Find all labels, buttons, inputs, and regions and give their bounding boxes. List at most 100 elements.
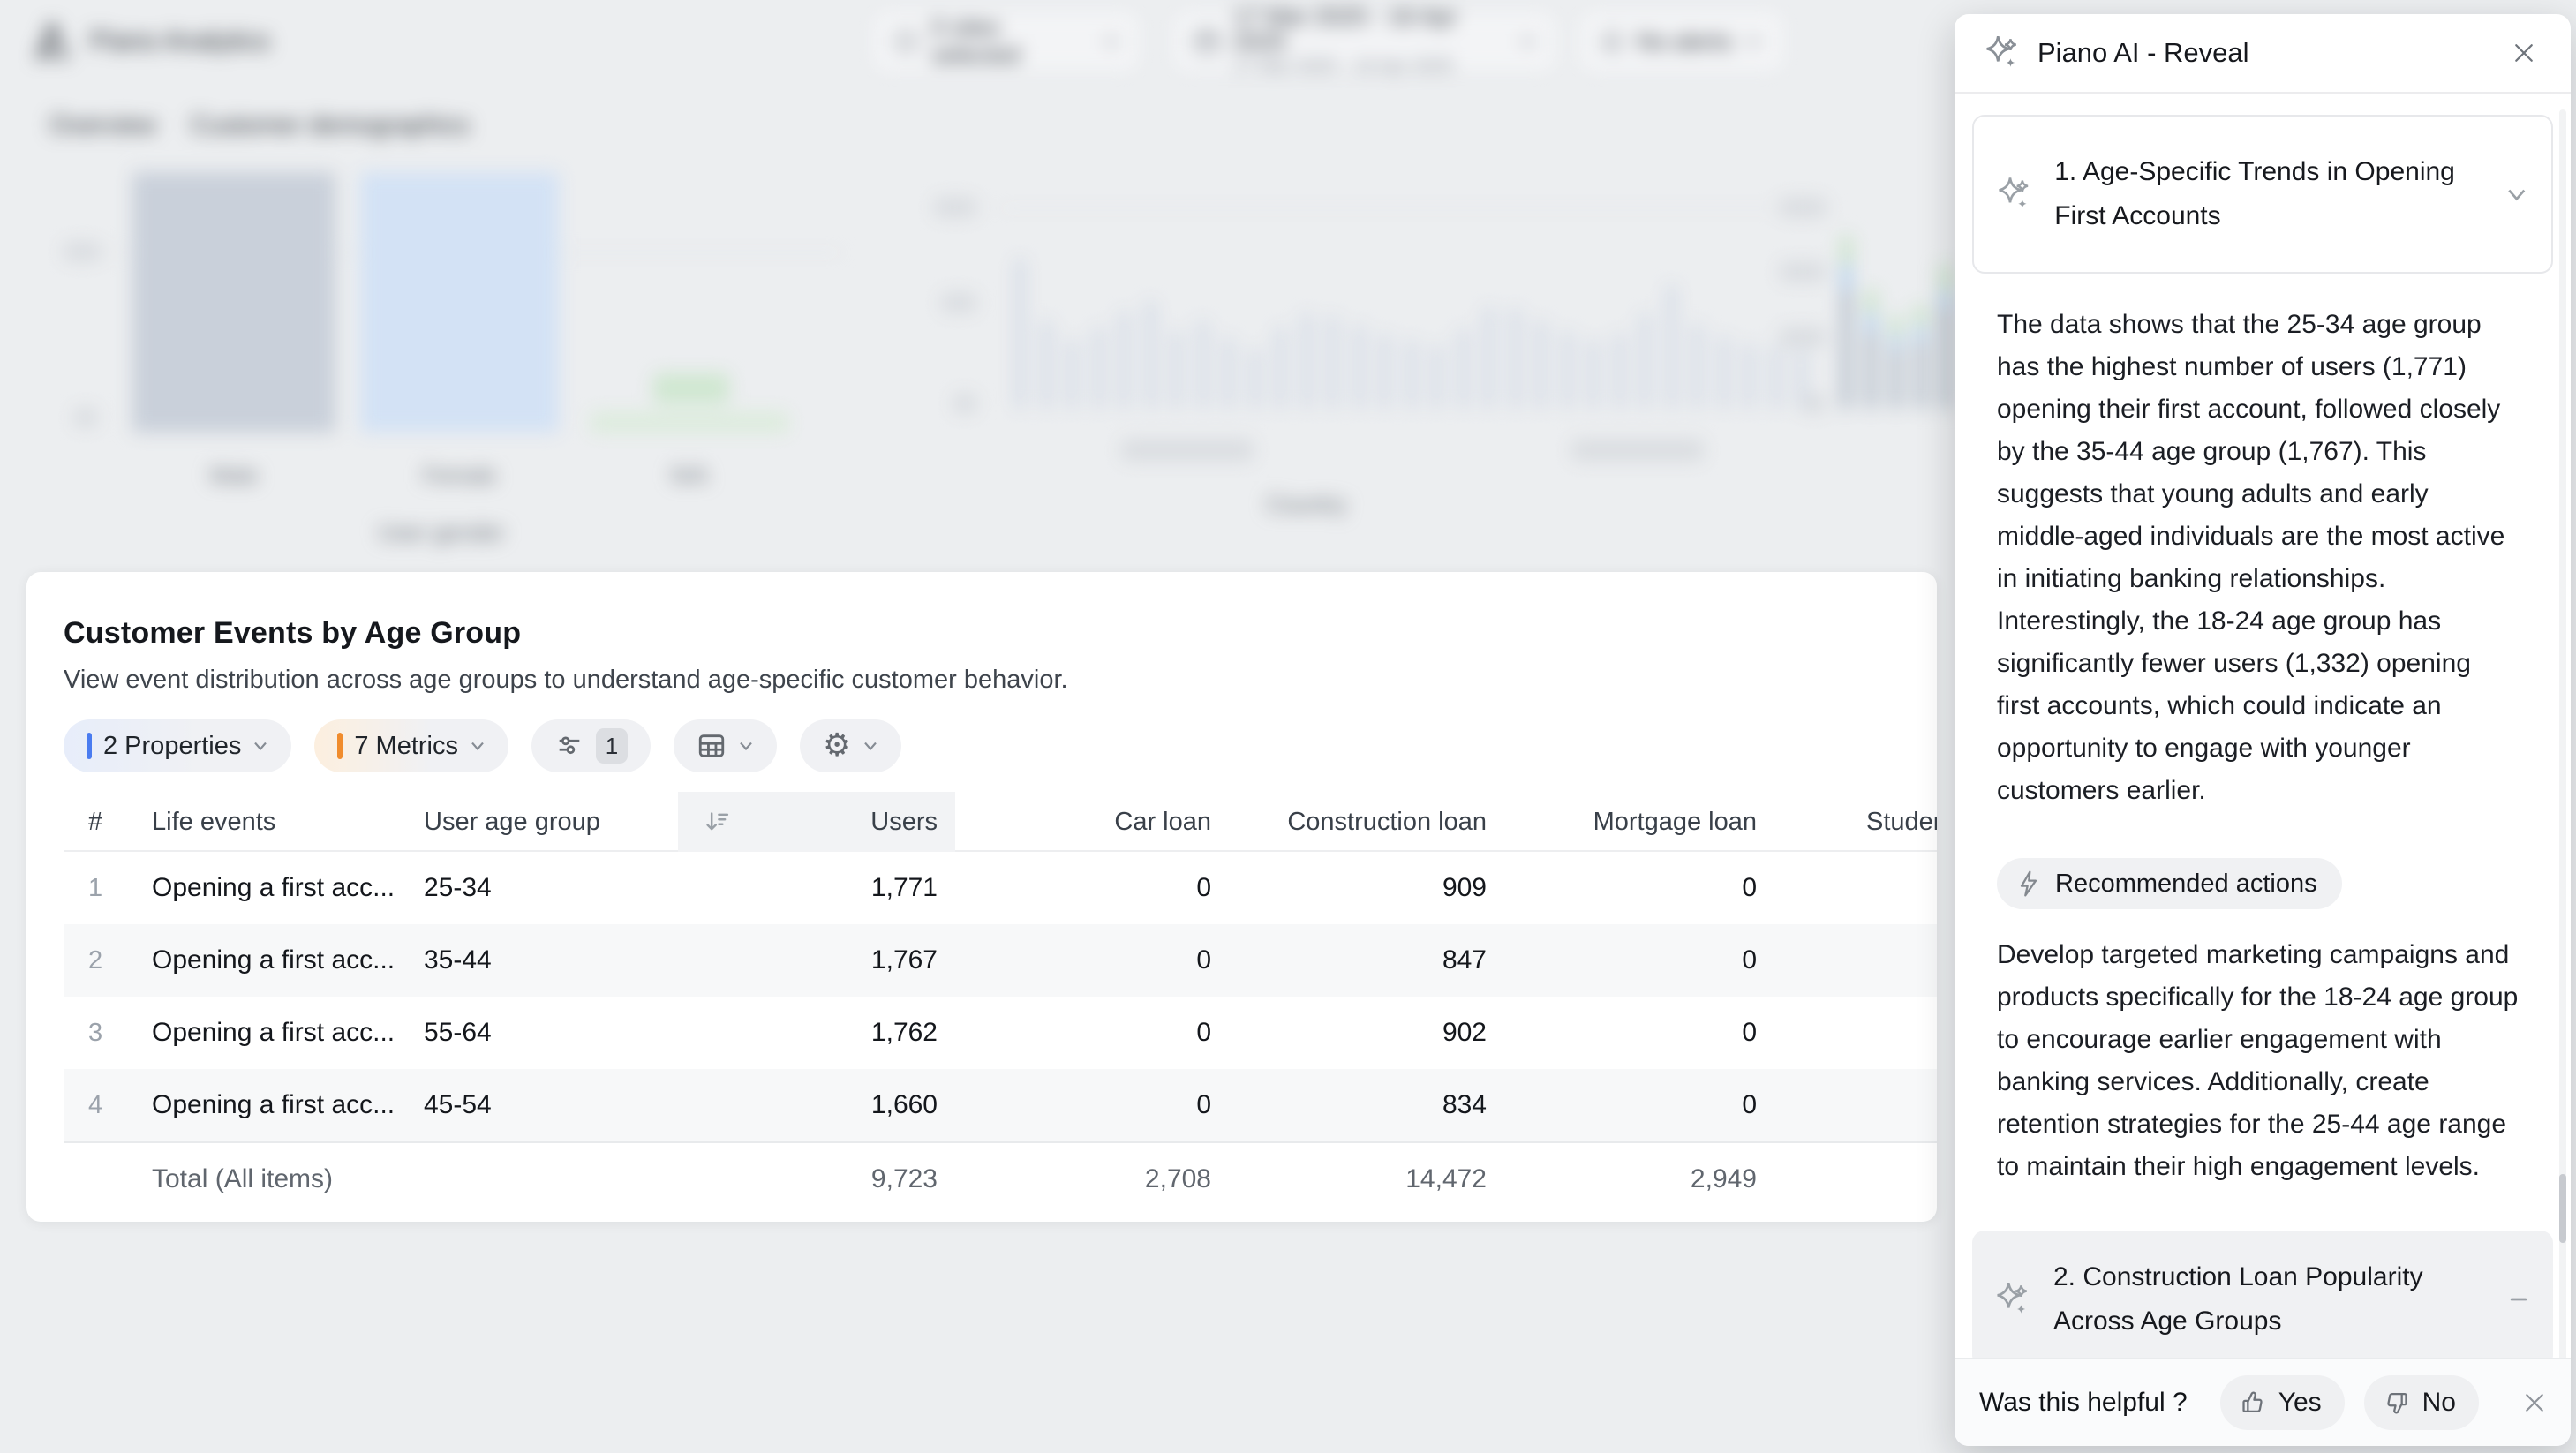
properties-dropdown[interactable]: 2 Properties: [64, 719, 292, 772]
stacked-bar: [1841, 150, 1852, 409]
panel-scrollbar-track[interactable]: [2559, 109, 2566, 1363]
bar: [1249, 349, 1260, 409]
construction-loan-cell: 847: [1442, 945, 1487, 975]
x-tick-label: Male: [209, 463, 259, 488]
panel-close-button[interactable]: [2498, 27, 2550, 79]
bar: [1770, 347, 1781, 409]
life-event-cell: Opening a first acc...: [152, 1018, 395, 1047]
col-header-construction-loan[interactable]: Construction loan: [1287, 807, 1487, 836]
orange-accent-bar: [337, 733, 343, 759]
metrics-label: 7 Metrics: [354, 731, 458, 760]
bar: [1744, 343, 1754, 409]
stacked-bar: [1890, 150, 1902, 409]
filter-count-badge: 1: [596, 728, 628, 764]
insight-1-card[interactable]: 1. Age-Specific Trends in Opening First …: [1972, 115, 2553, 274]
users-cell: 1,660: [870, 1090, 938, 1119]
col-header-car-loan[interactable]: Car loan: [1114, 807, 1211, 836]
tab-customer-demographics[interactable]: Customer demographics: [191, 111, 470, 139]
mortgage-loan-cell: 0: [1742, 1018, 1757, 1047]
total-mortgage-loan: 2,949: [1690, 1164, 1757, 1193]
date-range-picker[interactable]: 17 Mar 2025 - 16 Apr 2025 17 Mar 2025 - …: [1174, 4, 1555, 76]
col-header-users[interactable]: Users: [678, 792, 955, 852]
chevron-down-icon: [864, 742, 877, 751]
car-loan-cell: 0: [1196, 1090, 1211, 1119]
piano-logo-icon: [26, 16, 78, 67]
metrics-dropdown[interactable]: 7 Metrics: [314, 719, 508, 772]
customer-events-card: Customer Events by Age Group View event …: [26, 572, 1937, 1222]
date-range-values: 17 Mar 2025 - 16 Apr 2025 17 Mar 2025 - …: [1233, 4, 1507, 79]
x-axis-title: Country: [1266, 491, 1347, 517]
view-mode-dropdown[interactable]: [674, 719, 777, 772]
users-header-label: Users: [870, 807, 938, 836]
sparkles-icon: [1997, 1282, 2027, 1314]
life-event-cell: Opening a first acc...: [152, 873, 395, 902]
top-app-bar: Piano Analytics 0 sites selected 17 Mar …: [0, 0, 2576, 85]
chevron-down-icon: [1103, 37, 1118, 47]
close-icon: [2515, 44, 2533, 62]
y-tick: [941, 293, 976, 312]
filter-icon: [559, 736, 580, 755]
y-tick: [64, 242, 101, 261]
table-row: 3 Opening a first acc... 55-64 1,762 0 9…: [64, 997, 1937, 1069]
bar: [1119, 312, 1129, 409]
construction-loan-cell: 834: [1442, 1090, 1487, 1119]
col-header-index[interactable]: #: [88, 807, 103, 836]
feedback-no-button[interactable]: No: [2363, 1375, 2479, 1430]
app-title: Piano Analytics: [90, 26, 270, 56]
site-selector[interactable]: 0 sites selected: [874, 12, 1139, 71]
total-student-loan: 2: [1769, 1164, 1937, 1194]
blue-accent-bar: [87, 733, 92, 759]
bar: [1666, 285, 1676, 409]
insight-2-card[interactable]: 2. Construction Loan Popularity Across A…: [1972, 1231, 2553, 1358]
construction-loan-cell: 909: [1442, 873, 1487, 902]
row-index: 1: [88, 873, 103, 902]
bar: [1224, 338, 1233, 409]
age-group-cell: 45-54: [424, 1090, 492, 1119]
data-table: # Life events User age group Users Car l…: [64, 792, 1937, 1216]
chevron-down-icon: [254, 742, 267, 751]
total-construction-loan: 14,472: [1405, 1164, 1487, 1193]
filter-button[interactable]: 1: [531, 719, 651, 772]
stacked-bar: [1865, 150, 1877, 409]
dismiss-feedback-icon[interactable]: [2521, 1389, 2548, 1416]
table-row: 4 Opening a first acc... 45-54 1,660 0 8…: [64, 1069, 1937, 1141]
stacked-bar: [1940, 150, 1951, 409]
alerts-menu[interactable]: No alerts: [1580, 12, 1783, 71]
insight-2-title: 2. Construction Loan Popularity Across A…: [2053, 1261, 2423, 1336]
bar: [1405, 340, 1416, 409]
bar: [1432, 345, 1442, 409]
settings-dropdown[interactable]: ⚙: [800, 719, 902, 772]
tab-overview[interactable]: Overview: [49, 111, 156, 139]
y-tick: [1780, 327, 1826, 347]
bar: [1380, 334, 1390, 409]
table-view-icon: [698, 734, 725, 757]
feedback-yes-button[interactable]: Yes: [2219, 1375, 2345, 1430]
stacked-bars: [1841, 150, 2105, 409]
bar: [1562, 331, 1572, 409]
panel-scrollbar-thumb[interactable]: [2559, 1174, 2566, 1243]
table-total-row: Total (All items) 9,723 2,708 14,472 2,9…: [64, 1141, 1937, 1216]
col-header-mortgage-loan[interactable]: Mortgage loan: [1593, 807, 1757, 836]
users-cell: 1,771: [870, 873, 938, 902]
collapse-icon[interactable]: [2507, 1288, 2530, 1311]
thumbs-down-icon: [2386, 1392, 2407, 1414]
y-tick: [1780, 198, 1826, 217]
col-header-life-events[interactable]: Life events: [152, 807, 276, 836]
bar: [1171, 331, 1181, 409]
bar: [1484, 307, 1494, 409]
x-tick: [1121, 440, 1254, 461]
table-toolbar: 2 Properties 7 Metrics 1 ⚙: [64, 719, 1937, 772]
age-group-cell: 25-34: [424, 873, 492, 902]
row-index: 3: [88, 1018, 103, 1047]
col-header-age-group[interactable]: User age group: [424, 807, 600, 836]
chevron-down-icon: [471, 742, 484, 751]
chevron-down-icon[interactable]: [2505, 187, 2528, 202]
x-tick-label: Female: [422, 463, 497, 488]
col-header-student-loan[interactable]: Student loan: [1866, 807, 1937, 836]
construction-loan-cell: 902: [1442, 1018, 1487, 1047]
yes-label: Yes: [2278, 1388, 2322, 1417]
chevron-down-icon: [740, 742, 752, 751]
card-subtitle: View event distribution across age group…: [64, 666, 1068, 694]
